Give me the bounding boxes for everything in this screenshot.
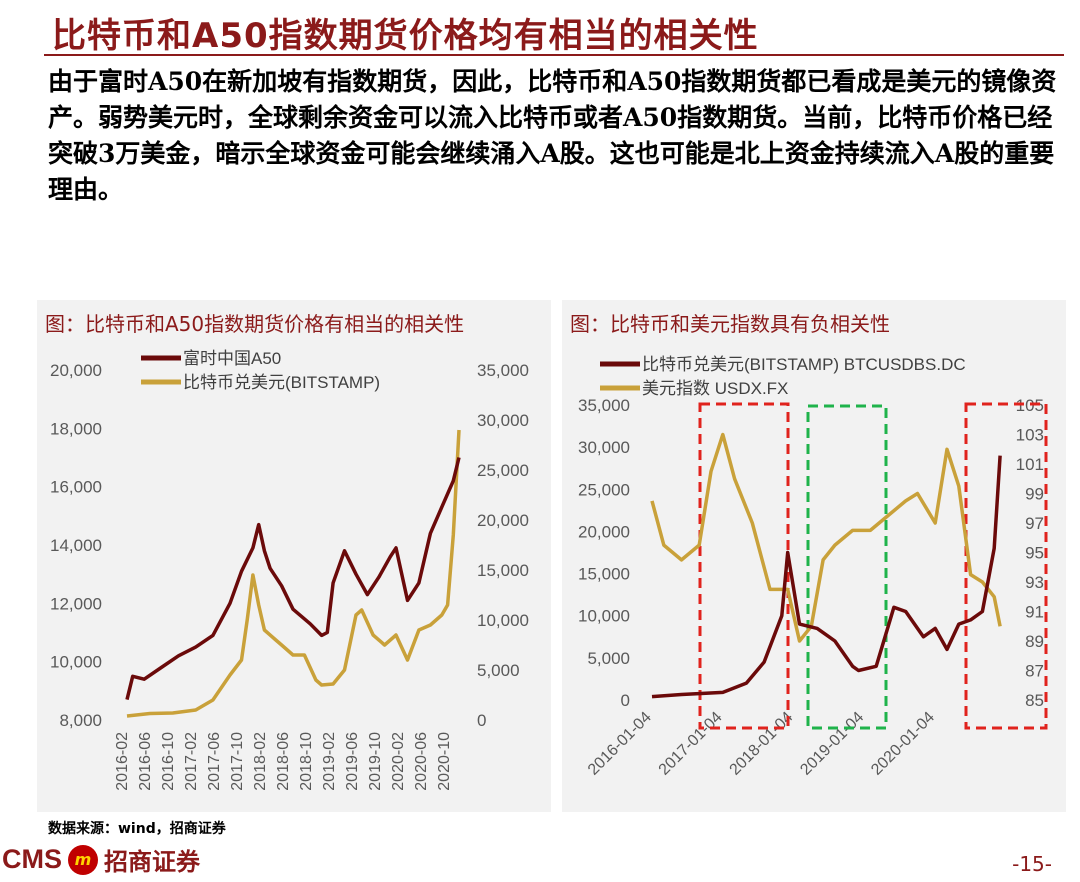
- logo-emblem-icon: m: [68, 844, 98, 875]
- x-axis-tick-label: 2020-10: [436, 732, 453, 791]
- x-axis-tick-label: 2016-10: [160, 732, 177, 791]
- left-axis-tick-label: 25,000: [578, 480, 630, 499]
- data-source: 数据来源：wind，招商证券: [48, 821, 226, 837]
- left-axis-tick-label: 20,000: [578, 522, 630, 541]
- title-divider: [44, 54, 1064, 56]
- legend-label: 比特币兑美元(BITSTAMP) BTCUSDBS.DC: [642, 355, 966, 374]
- right-axis-tick-label: 101: [1016, 455, 1044, 474]
- logo-text: CMS: [2, 844, 62, 874]
- right-axis-tick-label: 97: [1025, 514, 1044, 533]
- right-axis-tick-label: 105: [1016, 396, 1044, 415]
- legend-label: 美元指数 USDX.FX: [642, 379, 788, 398]
- x-axis-tick-label: 2017-10: [229, 732, 246, 791]
- right-axis-tick-label: 89: [1025, 632, 1044, 651]
- chart-a50-bitcoin: 8,000 10,000 12,000 14,000 16,000 18,000 20,00…: [50, 349, 529, 791]
- left-axis-tick-label: 0: [621, 691, 630, 710]
- right-axis-tick-label: 87: [1025, 662, 1044, 681]
- left-axis-tick-label: 12,000: [50, 594, 102, 613]
- left-axis-tick-label: 16,000: [50, 478, 102, 497]
- right-axis-tick-label: 99: [1025, 485, 1044, 504]
- right-axis-tick-label: 35,000: [477, 361, 529, 380]
- x-axis-tick-label: 2017-01-04: [656, 709, 726, 779]
- left-axis-tick-label: 35,000: [578, 396, 630, 415]
- x-axis-tick-label: 2018-01-04: [727, 709, 797, 779]
- legend-label: 比特币兑美元(BITSTAMP): [183, 373, 380, 392]
- x-axis-tick-label: 2019-06: [344, 732, 361, 791]
- series-line: [651, 455, 1002, 699]
- red-highlight-box: [698, 402, 790, 730]
- chart-title-usdx: 图：比特币和美元指数具有负相关性: [570, 312, 890, 336]
- right-axis-tick-label: 93: [1025, 573, 1044, 592]
- right-axis-tick-label: 95: [1025, 544, 1044, 563]
- chart-bitcoin-usdx: 0 5,000 10,000 15,000 20,000 25,000 30,000 35,0…: [578, 355, 1048, 779]
- x-axis-tick-label: 2016-06: [137, 732, 154, 791]
- x-axis-tick-label: 2016-01-04: [585, 709, 655, 779]
- x-axis-tick-label: 2017-06: [206, 732, 223, 791]
- right-axis-tick-label: 25,000: [477, 461, 529, 480]
- x-axis-tick-label: 2020-06: [413, 732, 430, 791]
- summary-paragraph: 由于富时A50在新加坡有指数期货，因此，比特币和A50指数期货都已看成是美元的镜…: [48, 67, 1057, 204]
- x-axis-tick-label: 2020-02: [390, 732, 407, 791]
- left-axis-tick-label: 30,000: [578, 438, 630, 457]
- left-axis-tick-label: 18,000: [50, 419, 102, 438]
- right-axis-tick-label: 91: [1025, 603, 1044, 622]
- right-axis-tick-label: 0: [477, 711, 486, 730]
- page-number: -15-: [1012, 852, 1052, 876]
- x-axis-tick-label: 2019-10: [367, 732, 384, 791]
- legend-label: 富时中国A50: [183, 349, 281, 368]
- chart-panel-a50: 图：比特币和A50指数期货价格有相当的相关性 8,000 10,000 12,000…: [37, 300, 551, 812]
- right-axis-tick-label: 5,000: [477, 661, 520, 680]
- page-title: 比特币和A50指数期货价格均有相当的相关性: [52, 16, 759, 56]
- x-axis-tick-label: 2016-02: [114, 732, 131, 791]
- x-axis-tick-label: 2019-02: [321, 732, 338, 791]
- right-axis-tick-label: 103: [1016, 426, 1044, 445]
- right-axis-tick-label: 85: [1025, 691, 1044, 710]
- logo-chinese: 招商证券: [104, 848, 200, 876]
- red-highlight-box: [964, 402, 1048, 730]
- chart-panel-usdx: 图：比特币和美元指数具有负相关性 0 5,000 10,000 15,000 20,00…: [562, 300, 1066, 812]
- series-line: [650, 432, 1002, 643]
- x-axis-tick-label: 2018-06: [275, 732, 292, 791]
- x-axis-tick-label: 2017-02: [183, 732, 200, 791]
- left-axis-tick-label: 8,000: [59, 711, 102, 730]
- left-axis-tick-label: 5,000: [587, 649, 630, 668]
- right-axis-tick-label: 30,000: [477, 411, 529, 430]
- right-axis-tick-label: 10,000: [477, 611, 529, 630]
- chart-title-a50: 图：比特币和A50指数期货价格有相当的相关性: [45, 312, 465, 336]
- right-axis-tick-label: 20,000: [477, 511, 529, 530]
- x-axis-tick-label: 2020-01-04: [868, 709, 938, 779]
- left-axis-tick-label: 10,000: [578, 607, 630, 626]
- left-axis-tick-label: 15,000: [578, 565, 630, 584]
- cms-logo: CMS m 招商证券: [2, 842, 200, 877]
- green-highlight-box: [806, 404, 888, 730]
- left-axis-tick-label: 20,000: [50, 361, 102, 380]
- right-axis-tick-label: 15,000: [477, 561, 529, 580]
- series-line: [125, 457, 461, 701]
- x-axis-tick-label: 2018-10: [298, 732, 315, 791]
- x-axis-tick-label: 2018-02: [252, 732, 269, 791]
- series-line: [126, 429, 461, 718]
- left-axis-tick-label: 14,000: [50, 536, 102, 555]
- left-axis-tick-label: 10,000: [50, 653, 102, 672]
